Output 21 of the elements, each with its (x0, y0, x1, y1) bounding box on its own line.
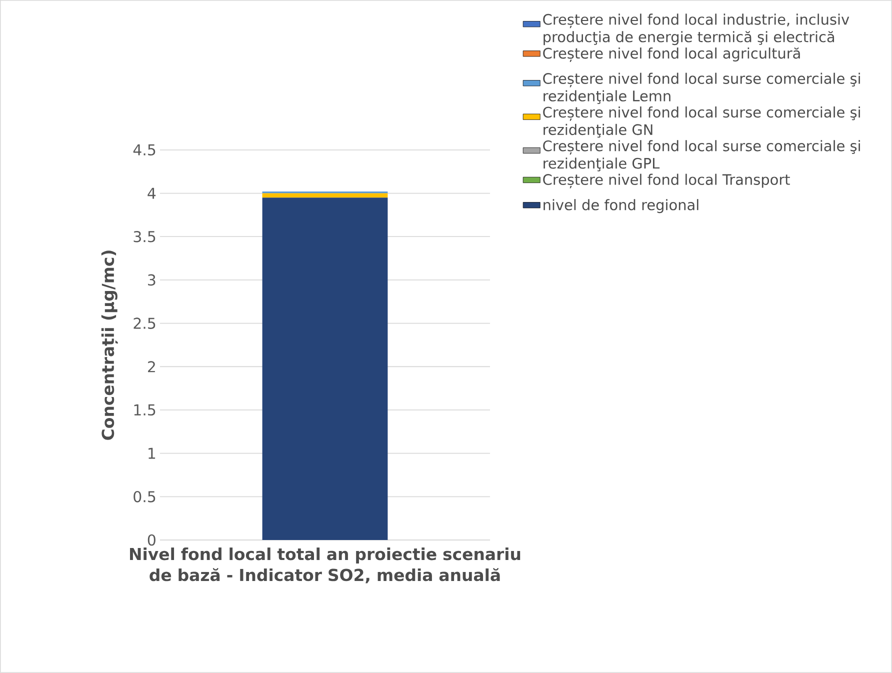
legend-label: nivel de fond regional (544, 199, 698, 214)
y-tick-label: 2.5 (134, 318, 156, 329)
y-tick-label: 1.5 (134, 404, 156, 416)
y-tick-label: 1 (148, 448, 156, 459)
y-tick-label: 4 (148, 188, 156, 199)
legend-label: Creștere nivel fond local industrie, inclusiv producţia de energie termică şi electrică (543, 14, 850, 46)
y-tick-label: 0.5 (134, 491, 156, 502)
x-axis-title: Nivel fond local total an proiectie scenariu de bază - Indicator SO2, media anuală (130, 548, 520, 584)
legend-label: Creștere nivel fond local surse comerciale şi rezidenţiale GPL (543, 140, 860, 172)
bar (262, 193, 388, 198)
y-tick-label: 2 (148, 361, 155, 372)
legend-label: Creștere nivel fond local surse comerciale şi rezidenţiale Lemn (543, 72, 860, 104)
legend-label: Creștere nivel fond local agricultură (543, 48, 800, 62)
y-axis-title: Concentrații (µg/mc) (101, 250, 118, 440)
legend-label: Creștere nivel fond local Transport (543, 174, 790, 188)
y-tick-label: 0 (148, 534, 156, 546)
y-tick-label: 3 (148, 274, 156, 286)
y-tick-label: 4.5 (133, 144, 156, 156)
y-tick-label: 3.5 (134, 230, 156, 242)
legend-label: Creștere nivel fond local surse comerciale şi rezidenţiale GN (543, 106, 860, 138)
bar (262, 198, 388, 540)
